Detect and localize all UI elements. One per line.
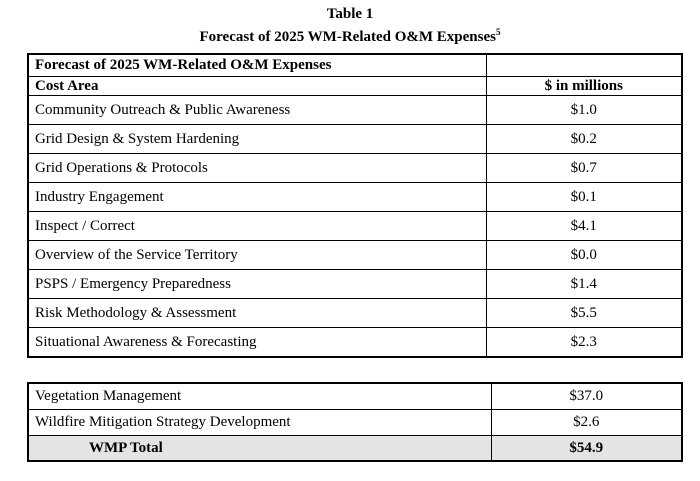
cost-area-value: $2.6: [490, 409, 683, 436]
table-row: Grid Design & System Hardening $0.2: [27, 124, 683, 154]
cost-area-table: Forecast of 2025 WM-Related O&M Expenses…: [27, 53, 683, 358]
cost-area-value: $0.0: [485, 240, 683, 270]
total-row: WMP Total $54.9: [27, 435, 683, 462]
table-title-cell: Forecast of 2025 WM-Related O&M Expenses: [27, 53, 487, 77]
cost-area-value: $0.1: [485, 182, 683, 212]
column-header-row: Cost Area $ in millions: [27, 76, 683, 96]
cost-area-value: $5.5: [485, 298, 683, 328]
cost-area-label: Vegetation Management: [27, 382, 492, 410]
cost-area-value: $1.0: [485, 95, 683, 125]
cost-area-label: Grid Operations & Protocols: [27, 153, 487, 183]
cost-area-value: $37.0: [490, 382, 683, 410]
total-label: WMP Total: [27, 435, 492, 462]
cost-area-value: $4.1: [485, 211, 683, 241]
table-row: Grid Operations & Protocols $0.7: [27, 153, 683, 183]
cost-area-label: PSPS / Emergency Preparedness: [27, 269, 487, 299]
total-value: $54.9: [490, 435, 683, 462]
cost-area-label: Grid Design & System Hardening: [27, 124, 487, 154]
table-row: Wildfire Mitigation Strategy Development…: [27, 409, 683, 436]
table-row: Overview of the Service Territory $0.0: [27, 240, 683, 270]
cost-area-label: Wildfire Mitigation Strategy Development: [27, 409, 492, 436]
table-row: Industry Engagement $0.1: [27, 182, 683, 212]
table-row: Situational Awareness & Forecasting $2.3: [27, 327, 683, 358]
cost-area-value: $0.2: [485, 124, 683, 154]
column-header-amount: $ in millions: [485, 76, 683, 96]
cost-area-value: $1.4: [485, 269, 683, 299]
table-row: Vegetation Management $37.0: [27, 382, 683, 410]
cost-area-label: Situational Awareness & Forecasting: [27, 327, 487, 358]
table-row: Inspect / Correct $4.1: [27, 211, 683, 241]
table-row: PSPS / Emergency Preparedness $1.4: [27, 269, 683, 299]
cost-area-label: Overview of the Service Territory: [27, 240, 487, 270]
column-header-cost-area: Cost Area: [27, 76, 487, 96]
footnote-marker: 5: [495, 27, 501, 37]
table-row: Risk Methodology & Assessment $5.5: [27, 298, 683, 328]
table-title-value-cell: [485, 53, 683, 77]
cost-area-label: Risk Methodology & Assessment: [27, 298, 487, 328]
cost-area-label: Inspect / Correct: [27, 211, 487, 241]
table-caption: Forecast of 2025 WM-Related O&M Expenses…: [0, 28, 700, 46]
cost-area-value: $2.3: [485, 327, 683, 358]
cost-area-value: $0.7: [485, 153, 683, 183]
table-number: Table 1: [326, 6, 374, 22]
table-caption-title: Forecast of 2025 WM-Related O&M Expenses: [199, 29, 496, 45]
cost-area-label: Industry Engagement: [27, 182, 487, 212]
cost-area-label: Community Outreach & Public Awareness: [27, 95, 487, 125]
table-title-row: Forecast of 2025 WM-Related O&M Expenses: [27, 53, 683, 77]
table-row: Community Outreach & Public Awareness $1…: [27, 95, 683, 125]
totals-table: Vegetation Management $37.0 Wildfire Mit…: [27, 382, 683, 462]
